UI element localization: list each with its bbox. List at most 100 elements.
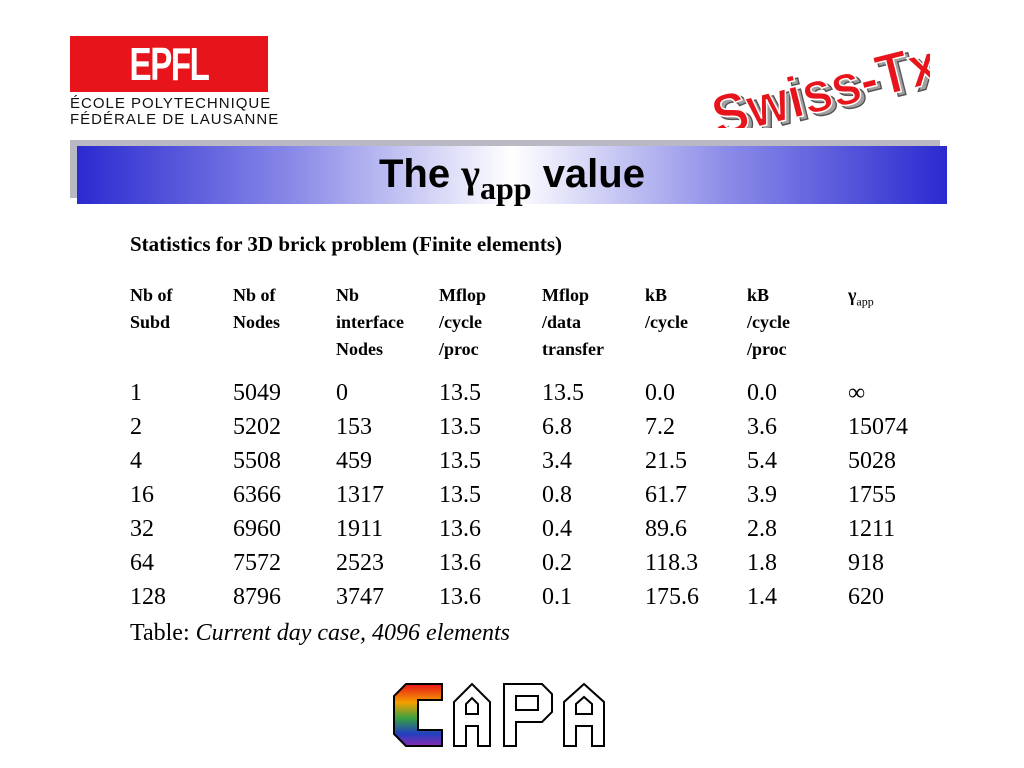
table-row: 16 6366 1317 13.5 0.8 61.7 3.9 1755 — [130, 478, 928, 512]
table-cell: 5028 — [848, 448, 896, 474]
table-cell: 0.0 — [645, 380, 675, 406]
table-cell: 118.3 — [645, 550, 699, 576]
table-cell: 1755 — [848, 482, 896, 508]
epfl-logo-line2: FÉDÉRALE DE LAUSANNE — [70, 111, 280, 128]
table-cell: 6.8 — [542, 414, 572, 440]
table-cell: 13.5 — [439, 448, 481, 474]
title-gamma-symbol: γ — [461, 151, 480, 196]
table-row: 128 8796 3747 13.6 0.1 175.6 1.4 620 — [130, 580, 928, 614]
epfl-logo-line1: ÉCOLE POLYTECHNIQUE — [70, 95, 272, 112]
table-row: 2 5202 153 13.5 6.8 7.2 3.6 15074 — [130, 410, 928, 444]
table-row: 32 6960 1911 13.6 0.4 89.6 2.8 1211 — [130, 512, 928, 546]
table-cell: 5202 — [233, 414, 281, 440]
header-kb-cycle-proc: kB /cycle /proc — [747, 282, 848, 362]
title-prefix: The — [379, 152, 451, 196]
table-cell: 15074 — [848, 414, 908, 440]
header-gamma-subscript: app — [856, 294, 874, 309]
table-cell: 5.4 — [747, 448, 777, 474]
header-nb-interface-nodes: Nb interface Nodes — [336, 282, 439, 362]
table-cell: 13.5 — [439, 380, 481, 406]
table-cell: 2 — [130, 414, 142, 440]
capa-letter-a2 — [563, 682, 605, 747]
table-cell: 459 — [336, 448, 372, 474]
table-cell: 0 — [336, 380, 348, 406]
table-cell: 0.4 — [542, 516, 572, 542]
table-cell: 13.6 — [439, 550, 481, 576]
header-line: Nb — [336, 285, 360, 305]
header-line: /cycle — [747, 312, 790, 332]
table-cell: 3747 — [336, 584, 384, 610]
header-line: interface — [336, 312, 404, 332]
table-cell: 3.6 — [747, 414, 777, 440]
table-cell: 3.9 — [747, 482, 777, 508]
table-cell: 6366 — [233, 482, 281, 508]
header-line: /cycle — [439, 312, 482, 332]
table-caption: Table: Current day case, 4096 elements — [130, 616, 510, 650]
table-cell: 13.5 — [439, 482, 481, 508]
table-cell: 89.6 — [645, 516, 687, 542]
table-cell: 0.1 — [542, 584, 572, 610]
table-cell: 1317 — [336, 482, 384, 508]
header-nb-nodes: Nb of Nodes — [233, 282, 336, 362]
caption-label: Table: — [130, 620, 190, 646]
table-cell: 13.6 — [439, 516, 481, 542]
header-line: Subd — [130, 312, 171, 332]
page-title: The γapp value — [77, 148, 947, 204]
table-row: 1 5049 0 13.5 13.5 0.0 0.0 ∞ — [130, 376, 928, 410]
header-line: transfer — [542, 339, 604, 359]
epfl-logo: EPFL — [70, 36, 268, 92]
table-header-row: Nb of Subd Nb of Nodes Nb interface Node… — [130, 282, 928, 362]
table-cell: 64 — [130, 550, 154, 576]
epfl-logo-mark: EPFL — [129, 38, 210, 90]
table-cell: 1 — [130, 380, 142, 406]
table-cell: 2523 — [336, 550, 384, 576]
table-cell: 16 — [130, 482, 154, 508]
table-cell: 32 — [130, 516, 154, 542]
statistics-table: Nb of Subd Nb of Nodes Nb interface Node… — [130, 282, 928, 614]
epfl-logo-text: ÉCOLE POLYTECHNIQUE FÉDÉRALE DE LAUSANNE — [70, 96, 279, 128]
header-line: kB — [747, 285, 770, 305]
table-cell: 21.5 — [645, 448, 687, 474]
table-cell: 1.4 — [747, 584, 777, 610]
table-cell: 5049 — [233, 380, 281, 406]
header-line: /data — [542, 312, 582, 332]
title-subscript: app — [479, 170, 532, 206]
table-cell: 6960 — [233, 516, 281, 542]
table-row: 4 5508 459 13.5 3.4 21.5 5.4 5028 — [130, 444, 928, 478]
table-cell: 61.7 — [645, 482, 687, 508]
header-gamma-app: γapp — [848, 282, 928, 362]
table-cell: 4 — [130, 448, 142, 474]
table-cell: 5508 — [233, 448, 281, 474]
table-cell: 8796 — [233, 584, 281, 610]
table-cell: ∞ — [848, 380, 866, 406]
table-cell: 1.8 — [747, 550, 777, 576]
table-cell: 13.5 — [542, 380, 584, 406]
header-line: Mflop — [439, 285, 486, 305]
header-line: kB — [645, 285, 668, 305]
table-cell: 0.0 — [747, 380, 777, 406]
table-cell: 1911 — [336, 516, 384, 542]
caption-text: Current day case, 4096 elements — [195, 620, 511, 646]
table-cell: 13.6 — [439, 584, 481, 610]
header-line: Nb of — [233, 285, 276, 305]
capa-letter-a1 — [453, 682, 491, 747]
capa-letter-p — [503, 683, 553, 747]
table-cell: 175.6 — [645, 584, 699, 610]
header-mflop-data-transfer: Mflop /data transfer — [542, 282, 645, 362]
table-cell: 7.2 — [645, 414, 675, 440]
table-cell: 3.4 — [542, 448, 572, 474]
table-cell: 128 — [130, 584, 166, 610]
table-cell: 918 — [848, 550, 884, 576]
header-line: /cycle — [645, 312, 688, 332]
header-line: Nodes — [233, 312, 281, 332]
header-gamma-symbol: γ — [848, 285, 857, 305]
table-cell: 153 — [336, 414, 372, 440]
header-line: Mflop — [542, 285, 589, 305]
header-nb-subd: Nb of Subd — [130, 282, 233, 362]
header-mflop-cycle-proc: Mflop /cycle /proc — [439, 282, 542, 362]
table-cell: 0.2 — [542, 550, 572, 576]
capa-logo — [393, 682, 605, 747]
table-cell: 2.8 — [747, 516, 777, 542]
table-subtitle: Statistics for 3D brick problem (Finite … — [130, 232, 562, 256]
title-banner — [77, 146, 947, 204]
